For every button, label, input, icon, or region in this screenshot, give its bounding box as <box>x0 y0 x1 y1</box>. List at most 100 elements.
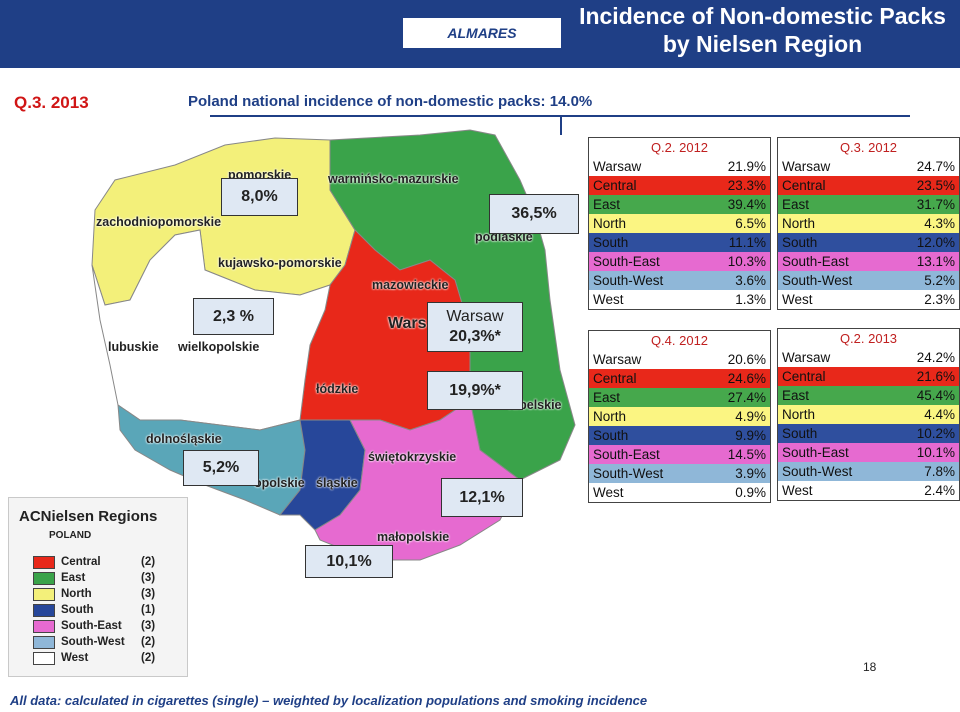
callout-warsaw-value: 20,3%* <box>449 328 501 345</box>
table-row: North 4.9% <box>589 407 770 426</box>
table-title: Q.3. 2012 <box>839 140 898 155</box>
region-name: Central <box>782 369 826 384</box>
legend-label: West <box>61 652 89 664</box>
region-value: 24.7% <box>916 159 955 174</box>
table-row: East 31.7% <box>778 195 959 214</box>
header-bar: ALMARES Incidence of Non-domestic Packs … <box>0 0 960 68</box>
table-row: East 39.4% <box>589 195 770 214</box>
label-swietokrzyskie: świętokrzyskie <box>368 450 457 464</box>
region-name: South-East <box>593 447 660 462</box>
region-value: 23.5% <box>916 178 955 193</box>
region-value: 1.3% <box>735 292 766 307</box>
region-name: South-West <box>593 466 664 481</box>
region-name: West <box>782 292 813 307</box>
region-name: South <box>782 426 818 441</box>
region-value: 23.3% <box>727 178 766 193</box>
legend-swatch-east <box>33 571 55 585</box>
table-row: Central 24.6% <box>589 369 770 388</box>
region-value: 21.6% <box>916 369 955 384</box>
region-name: East <box>593 197 621 212</box>
legend-count: (2) <box>141 556 156 568</box>
legend-item-south: South (1) <box>33 603 155 617</box>
table-q4-2012: Q.4. 2012 Warsaw 20.6% Central 24.6% East 27.… <box>588 330 771 503</box>
label-zachodniopomorskie: zachodniopomorskie <box>96 215 222 229</box>
region-name: South-West <box>782 273 853 288</box>
table-row: South-West 3.6% <box>589 271 770 290</box>
region-value: 45.4% <box>916 388 955 403</box>
region-name: West <box>593 292 624 307</box>
region-name: East <box>782 388 810 403</box>
table-row: East 27.4% <box>589 388 770 407</box>
table-row: South-West 7.8% <box>778 462 959 481</box>
legend-swatch-south <box>33 603 55 617</box>
callout-south: 10,1% <box>305 545 393 578</box>
region-name: Warsaw <box>782 159 831 174</box>
label-mazowieckie: mazowieckie <box>372 278 449 292</box>
label-malopolskie: małopolskie <box>377 530 450 544</box>
region-value: 24.2% <box>916 350 955 365</box>
region-name: North <box>782 216 816 231</box>
region-southeast-shape <box>314 399 521 561</box>
label-slaskie: śląskie <box>316 476 358 490</box>
region-name: South-East <box>782 254 849 269</box>
legend-label: North <box>61 588 92 600</box>
region-name: North <box>782 407 816 422</box>
table-q3-2012: Q.3. 2012 Warsaw 24.7% Central 23.5% East 31.… <box>777 137 960 310</box>
table-row: South-East 13.1% <box>778 252 959 271</box>
table-row: Central 21.6% <box>778 367 959 386</box>
table-row: Warsaw 24.7% <box>778 157 959 176</box>
region-value: 2.3% <box>924 292 955 307</box>
region-value: 13.1% <box>916 254 955 269</box>
table-row: West 2.4% <box>778 481 959 500</box>
table-row: North 4.4% <box>778 405 959 424</box>
region-value: 11.1% <box>728 235 766 250</box>
table-row: West 0.9% <box>589 483 770 502</box>
legend-label: East <box>61 572 86 584</box>
region-value: 10.3% <box>727 254 766 269</box>
legend-count: (3) <box>141 588 156 600</box>
region-name: North <box>593 216 627 231</box>
table-row: West 2.3% <box>778 290 959 309</box>
callout-southwest: 5,2% <box>183 450 259 486</box>
region-value: 0.9% <box>735 485 766 500</box>
region-value: 12.0% <box>916 235 955 250</box>
legend-item-south-east: South-East (3) <box>33 619 155 633</box>
title-line-1: Incidence of Non-domestic Packs <box>579 3 946 29</box>
table-row: South 10.2% <box>778 424 959 443</box>
slide-title: Incidence of Non-domestic Packs by Niels… <box>570 2 955 58</box>
legend-item-south-west: South-West (2) <box>33 635 155 649</box>
label-lubuskie: lubuskie <box>108 340 159 354</box>
table-row: South-East 10.1% <box>778 443 959 462</box>
region-value: 3.9% <box>735 466 766 481</box>
region-name: West <box>593 485 624 500</box>
callout-warsaw-label: Warsaw <box>446 308 504 325</box>
legend-swatch-west <box>33 651 55 665</box>
legend-swatch-north <box>33 587 55 601</box>
callout-central: 19,9%* <box>427 371 523 410</box>
nielsen-regions-legend: ACNielsen Regions POLAND Central (2) Eas… <box>8 497 188 677</box>
legend-label: South-East <box>61 620 122 632</box>
region-value: 9.9% <box>735 428 766 443</box>
region-value: 10.2% <box>916 426 955 441</box>
table-row: Warsaw 21.9% <box>589 157 770 176</box>
legend-item-east: East (3) <box>33 571 155 585</box>
region-name: East <box>782 197 810 212</box>
region-name: South <box>782 235 818 250</box>
table-row: Central 23.3% <box>589 176 770 195</box>
legend-swatch-south-east <box>33 619 55 633</box>
legend-swatch-south-west <box>33 635 55 649</box>
quarter-label: Q.3. 2013 <box>14 93 89 112</box>
title-line-2: by Nielsen Region <box>662 31 863 57</box>
region-value: 21.9% <box>727 159 766 174</box>
table-row: South 9.9% <box>589 426 770 445</box>
table-title: Q.4. 2012 <box>650 333 709 348</box>
header-bracket-tick <box>560 117 562 135</box>
region-name: South <box>593 235 629 250</box>
table-row: Warsaw 20.6% <box>589 350 770 369</box>
legend-count: (3) <box>141 620 156 632</box>
table-row: South-West 5.2% <box>778 271 959 290</box>
label-dolnoslaskie: dolnośląskie <box>146 432 222 446</box>
legend-label: South <box>61 604 94 616</box>
table-row: South 12.0% <box>778 233 959 252</box>
legend-item-west: West (2) <box>33 651 155 665</box>
